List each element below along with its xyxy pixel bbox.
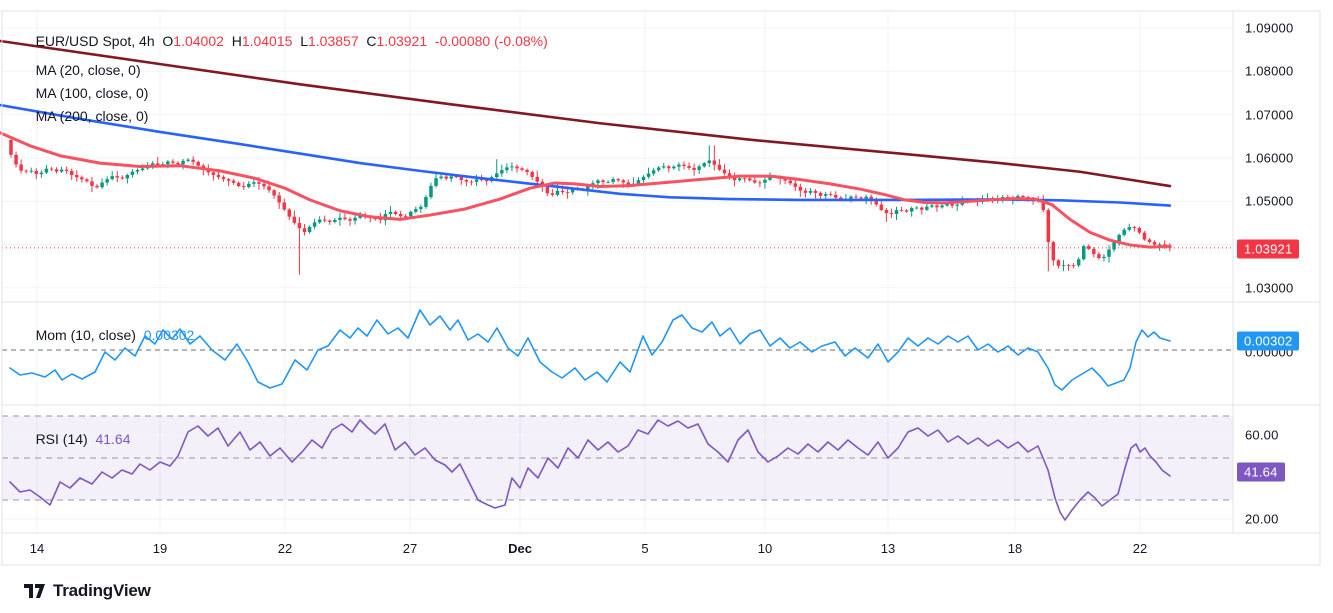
time-axis-label: 22 [277, 541, 293, 556]
tradingview-logo[interactable]: TradingView [24, 581, 151, 601]
last-price-badge: 1.03921 [1237, 239, 1300, 259]
price-axis-label: 1.09000 [1245, 20, 1294, 36]
time-axis-label: 13 [880, 541, 896, 556]
price-axis[interactable] [1233, 11, 1320, 533]
ohlc-high-letter: H [231, 33, 242, 49]
momentum-legend-row[interactable]: Mom (10, close) 0.00302 [20, 311, 195, 359]
indicator-axis-label: 20.00 [1245, 511, 1279, 527]
price-axis-label: 1.07000 [1245, 107, 1294, 123]
price-axis-label: 1.06000 [1245, 150, 1294, 166]
ma200-legend-label: MA (200, close, 0) [35, 108, 149, 124]
time-axis-label: Dec [508, 541, 532, 556]
ma200-legend-row[interactable]: MA (200, close, 0) [20, 92, 149, 140]
time-axis-label: 10 [757, 541, 773, 556]
rsi-badge: 41.64 [1237, 462, 1285, 482]
time-axis-label: 27 [402, 541, 418, 556]
momentum-badge: 0.00302 [1237, 331, 1300, 351]
ma100-legend-label: MA (100, close, 0) [35, 85, 149, 101]
time-axis-label: 22 [1132, 541, 1148, 556]
ohlc-low-value: 1.03857 [308, 33, 359, 49]
ma100-legend-row[interactable]: MA (100, close, 0) [20, 69, 149, 117]
symbol-title[interactable]: EUR/USD Spot, 4h [35, 33, 155, 49]
price-axis-label: 1.03000 [1245, 280, 1294, 296]
time-axis-label: 18 [1007, 541, 1023, 556]
symbol-legend-row[interactable]: EUR/USD Spot, 4h O1.04002 H1.04015 L1.03… [20, 17, 548, 65]
rsi-legend-label: RSI (14) [35, 431, 88, 447]
tradingview-logo-icon [24, 583, 45, 598]
rsi-value: 41.64 [95, 431, 131, 447]
time-axis[interactable] [2, 533, 1233, 565]
time-axis-label: 14 [29, 541, 45, 556]
tradingview-logo-text: TradingView [53, 581, 151, 600]
rsi-legend-row[interactable]: RSI (14) 41.64 [20, 415, 131, 463]
indicator-axis-label: 60.00 [1245, 427, 1279, 443]
momentum-legend-label: Mom (10, close) [35, 327, 136, 343]
time-axis-label: 5 [641, 541, 649, 556]
ohlc-close-letter: C [366, 33, 377, 49]
ohlc-open-value: 1.04002 [173, 33, 224, 49]
ohlc-low-letter: L [300, 33, 308, 49]
ohlc-close-value: 1.03921 [376, 33, 428, 49]
time-axis-label: 19 [152, 541, 168, 556]
price-axis-label: 1.08000 [1245, 63, 1294, 79]
ohlc-change-value: -0.00080 (-0.08%) [434, 33, 548, 49]
ma20-legend-row[interactable]: MA (20, close, 0) [20, 46, 141, 94]
ohlc-open-letter: O [162, 33, 174, 49]
ohlc-high-value: 1.04015 [241, 33, 293, 49]
price-axis-label: 1.05000 [1245, 193, 1294, 209]
ma20-legend-label: MA (20, close, 0) [35, 62, 141, 78]
momentum-value: 0.00302 [143, 327, 195, 343]
